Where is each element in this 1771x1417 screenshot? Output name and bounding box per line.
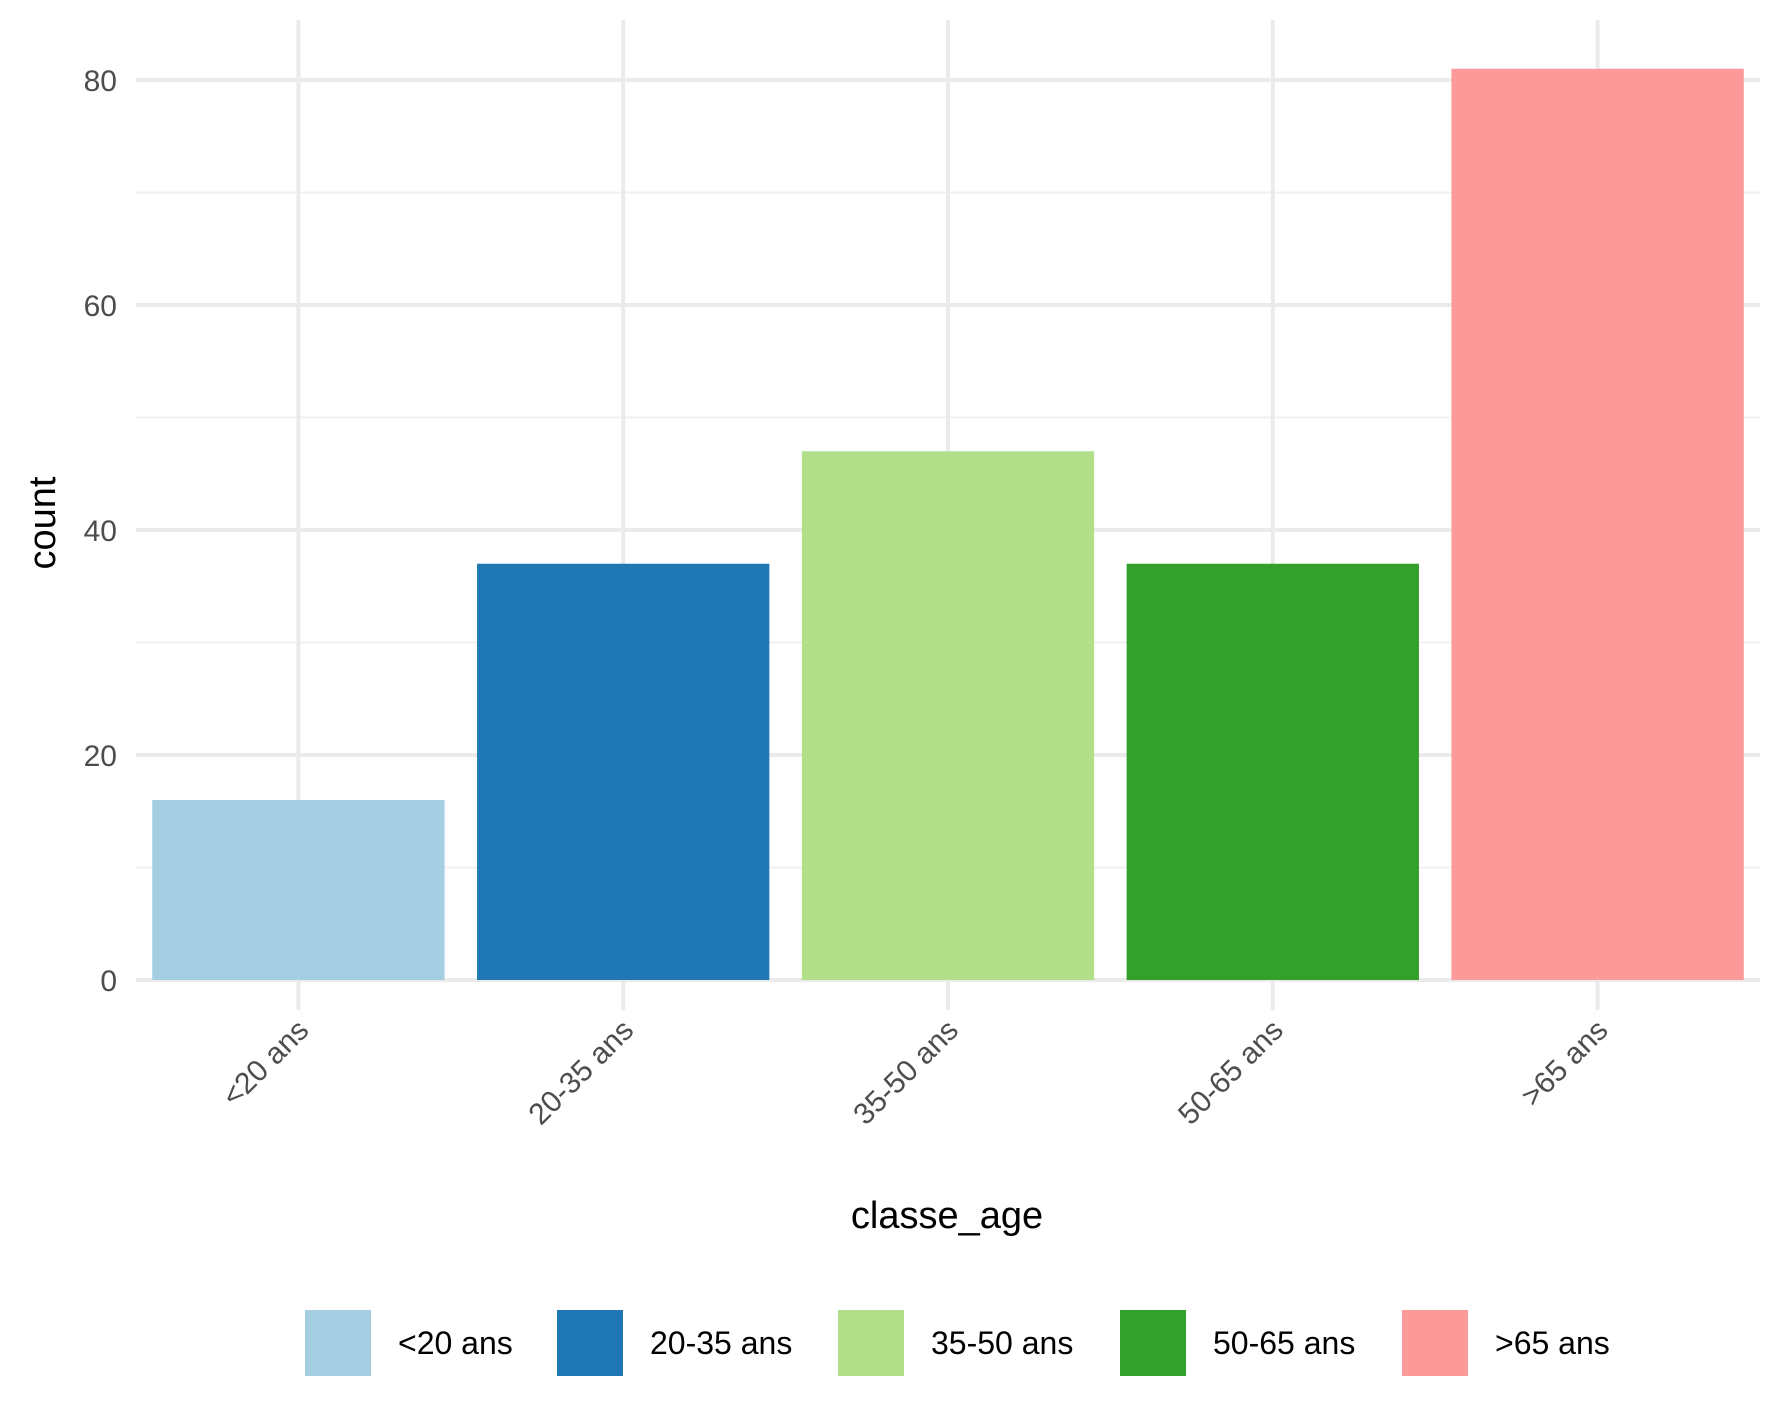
x-tick-label: 20-35 ans [522, 1014, 640, 1132]
y-tick-label: 20 [84, 740, 117, 773]
x-axis-ticks: <20 ans 20-35 ans 35-50 ans 50-65 ans >65 an… [216, 1014, 1615, 1132]
bar [152, 800, 445, 980]
bars [152, 68, 1744, 980]
legend-label: <20 ans [398, 1325, 513, 1361]
legend-key [838, 1310, 904, 1376]
bar [1451, 68, 1744, 980]
y-tick-label: 40 [84, 515, 117, 548]
bar [477, 563, 770, 980]
x-tick-label: <20 ans [216, 1014, 315, 1113]
x-tick-label: >65 ans [1515, 1014, 1614, 1113]
y-axis-ticks: 0 20 40 60 80 [84, 65, 117, 998]
legend-key [1402, 1310, 1468, 1376]
x-axis-title: classe_age [851, 1195, 1043, 1237]
legend-key [305, 1310, 371, 1376]
legend-label: 35-50 ans [931, 1325, 1073, 1361]
y-tick-label: 0 [100, 965, 117, 998]
legend: <20 ans 20-35 ans 35-50 ans 50-65 ans >65 an… [305, 1310, 1610, 1376]
legend-label: 20-35 ans [650, 1325, 792, 1361]
legend-key [1120, 1310, 1186, 1376]
legend-label: >65 ans [1495, 1325, 1610, 1361]
bar [1126, 563, 1419, 980]
y-tick-label: 60 [84, 290, 117, 323]
legend-key [557, 1310, 623, 1376]
y-axis-title: count [22, 476, 64, 569]
y-tick-label: 80 [84, 65, 117, 98]
bar [801, 451, 1095, 980]
x-tick-label: 50-65 ans [1172, 1014, 1290, 1132]
x-tick-label: 35-50 ans [847, 1014, 965, 1132]
legend-label: 50-65 ans [1213, 1325, 1355, 1361]
